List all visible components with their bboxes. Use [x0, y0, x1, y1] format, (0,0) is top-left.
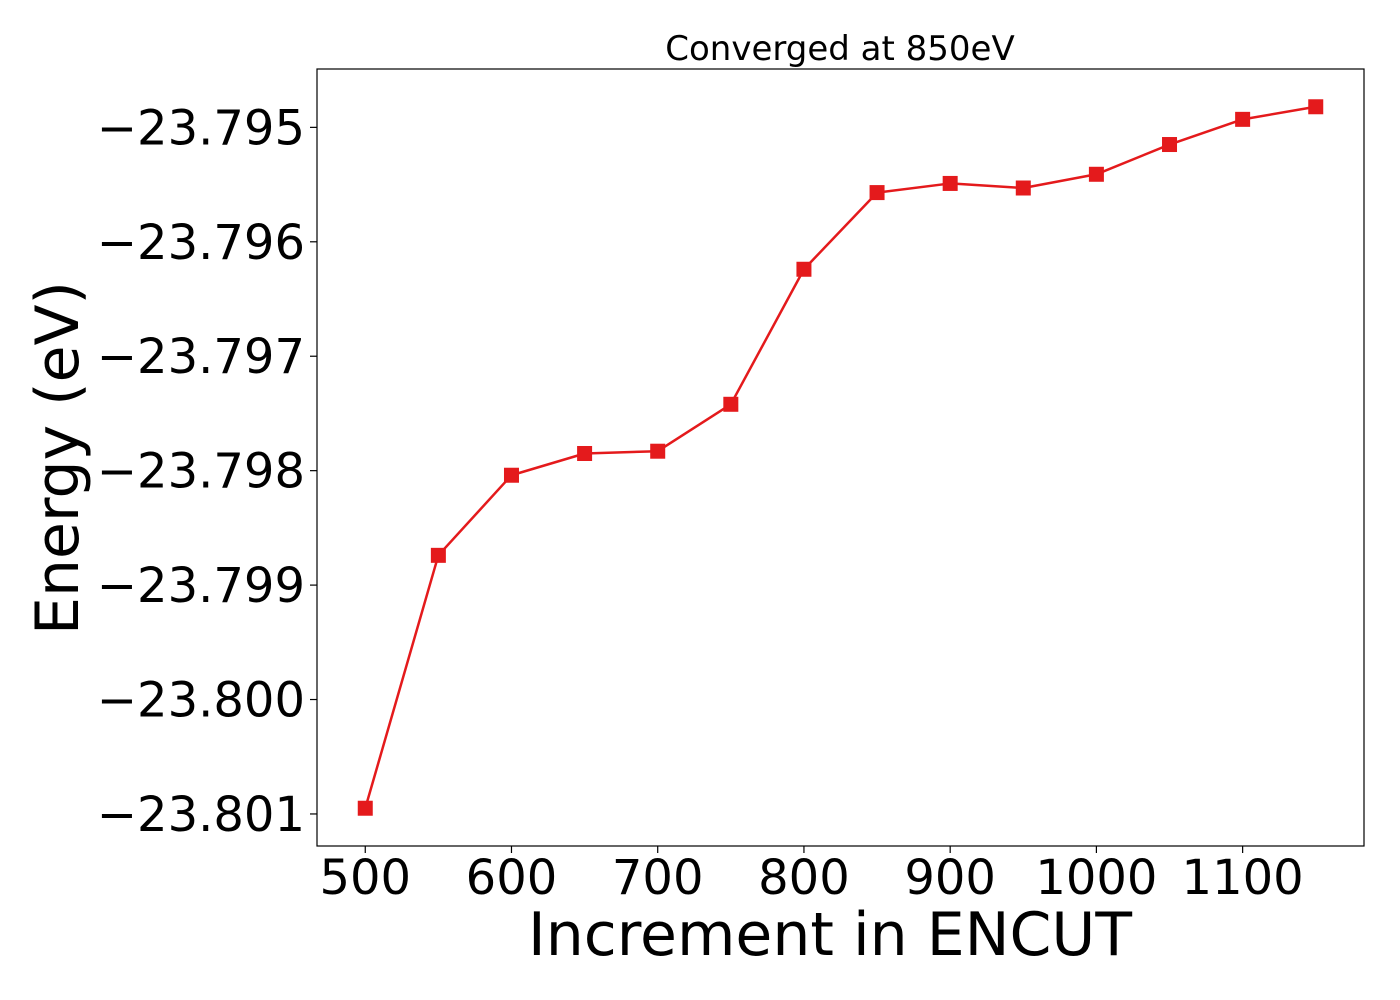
data-point [1235, 111, 1251, 127]
data-point [650, 443, 666, 459]
x-tick-label: 1000 [1035, 850, 1157, 906]
y-tick-label: −23.797 [97, 329, 305, 385]
data-point [430, 547, 446, 563]
y-tick-label: −23.800 [97, 673, 305, 729]
data-point [796, 261, 812, 277]
x-axis-ticks: 500 600 700 800 900 1000 1100 [319, 846, 1304, 906]
series-line [364, 105, 1316, 809]
data-point [942, 175, 958, 191]
y-axis-ticks: −23.795 −23.796 −23.797 −23.798 −23.799 −23.8… [97, 100, 317, 843]
x-tick-label: 800 [758, 850, 850, 906]
x-tick-label: 900 [904, 850, 996, 906]
y-tick-label: −23.801 [97, 787, 305, 843]
data-point [723, 396, 739, 412]
y-tick-label: −23.795 [97, 100, 305, 156]
y-tick-label: −23.796 [97, 215, 305, 271]
plot-frame [316, 68, 1365, 847]
x-tick-label: 700 [612, 850, 704, 906]
x-tick-label: 600 [466, 850, 558, 906]
data-point [357, 800, 373, 816]
data-point [1088, 166, 1104, 182]
x-tick-label: 1100 [1182, 850, 1304, 906]
x-axis-label: Increment in ENCUT [528, 900, 1132, 970]
y-tick-label: −23.798 [97, 444, 305, 500]
data-point [1015, 180, 1031, 196]
data-point [503, 467, 519, 483]
y-tick-label: −23.799 [97, 558, 305, 614]
x-tick-label: 500 [319, 850, 411, 906]
plot-area [316, 68, 1365, 847]
data-point [1162, 137, 1178, 153]
chart-title: Converged at 850eV [665, 29, 1014, 69]
data-point [1308, 99, 1324, 115]
data-point [577, 445, 593, 461]
data-point [869, 185, 885, 201]
y-axis-label: Energy (eV) [23, 281, 93, 635]
